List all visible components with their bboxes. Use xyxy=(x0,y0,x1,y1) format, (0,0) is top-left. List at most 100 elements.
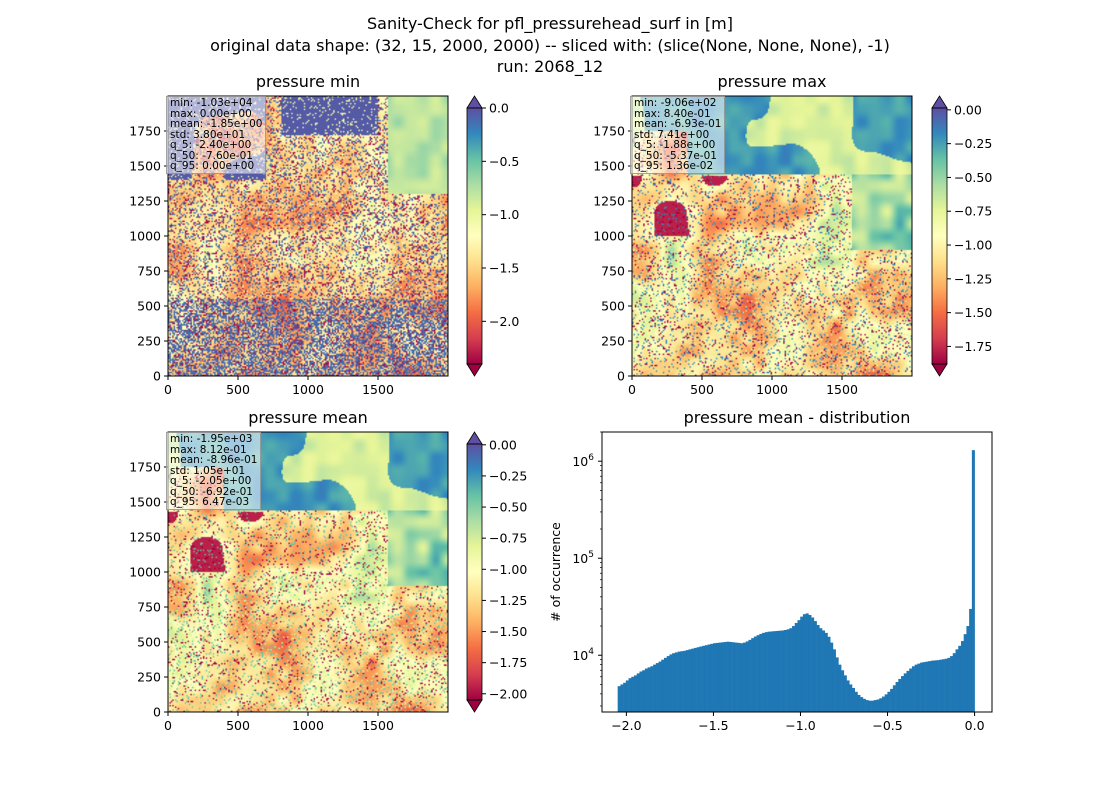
histogram-bar xyxy=(941,659,945,712)
histogram-bar xyxy=(960,641,964,712)
y-axis-label: # of occurrence xyxy=(548,522,563,622)
histogram-bar xyxy=(748,639,752,712)
stats-box-min: min: -1.03e+04 max: 0.00e+00 mean: -1.85… xyxy=(166,96,267,174)
colorbar-frame xyxy=(466,443,483,701)
histogram-bar xyxy=(920,662,924,712)
histogram-bar xyxy=(628,678,632,712)
histogram-bar xyxy=(832,649,836,712)
stat-max: max: 0.00e+00 xyxy=(170,107,252,120)
colorbar-extend-min xyxy=(466,363,483,377)
histogram-bar xyxy=(623,682,627,712)
histogram-bar xyxy=(824,632,828,712)
stat-q5: q_5: -1.88e+00 xyxy=(634,139,716,151)
histogram-bar xyxy=(704,645,708,712)
colorbar xyxy=(467,444,482,700)
histogram-bar xyxy=(723,641,727,712)
x-tick-label: 1000 xyxy=(292,718,324,733)
histogram-bar xyxy=(873,700,877,712)
histogram-bar xyxy=(854,691,858,712)
y-tick-label: 750 xyxy=(137,600,161,615)
colorbar-tick-label: −1.5 xyxy=(489,261,519,276)
histogram-bar xyxy=(631,676,635,712)
histogram-bar xyxy=(871,700,875,712)
x-tick-label: −1.5 xyxy=(698,718,728,733)
colorbar-tick-label: −0.50 xyxy=(489,500,527,515)
histogram-bar xyxy=(969,608,973,712)
histogram-bar xyxy=(672,653,676,712)
histogram-bar xyxy=(740,643,744,712)
histogram-bar xyxy=(971,450,975,712)
histogram-bar xyxy=(745,641,749,712)
histogram-bar xyxy=(751,638,755,712)
panel-title-distribution: pressure mean - distribution xyxy=(683,408,911,427)
stat-std: std: 1.05e+01 xyxy=(170,464,246,477)
y-tick-label: 750 xyxy=(137,264,161,279)
histogram-bar xyxy=(811,617,815,712)
histogram-bar xyxy=(911,666,915,712)
stat-std: std: 3.80e+01 xyxy=(170,128,246,141)
histogram-bar xyxy=(865,700,869,712)
x-tick-label: 0.0 xyxy=(965,718,985,733)
x-tick-label: −0.5 xyxy=(872,718,902,733)
colorbar-tick-label: −1.50 xyxy=(489,624,527,639)
histogram-bar xyxy=(789,628,793,712)
stat-std: std: 7.41e+00 xyxy=(634,128,710,141)
histogram-bar xyxy=(903,673,907,712)
histogram-bar xyxy=(851,687,856,712)
histogram-bar xyxy=(688,649,692,712)
y-tick-label: 1750 xyxy=(129,124,161,139)
x-tick-label: −1.0 xyxy=(785,718,815,733)
histogram-bar xyxy=(922,662,926,712)
y-tick-label: 250 xyxy=(137,334,161,349)
histogram-bar xyxy=(966,626,970,712)
histogram-bar xyxy=(696,647,700,712)
y-tick-label: 1000 xyxy=(129,565,161,580)
stat-q95: q_95: 0.00e+00 xyxy=(170,160,255,172)
colorbar-tick-label: −1.00 xyxy=(954,238,992,253)
histogram-bar xyxy=(663,657,668,712)
colorbar-tick-label: −0.5 xyxy=(489,154,519,169)
stat-q5: q_5: -2.40e+00 xyxy=(170,139,252,151)
colorbar-tick-label: −0.50 xyxy=(954,170,992,185)
x-tick-label: 1500 xyxy=(362,382,394,397)
y-tick-label: 500 xyxy=(137,299,161,314)
histogram-bar xyxy=(917,663,921,712)
stat-q50: q_50: -7.60e-01 xyxy=(170,149,253,162)
histogram-bar xyxy=(710,643,714,712)
histogram-bar xyxy=(680,651,684,712)
histogram-bar xyxy=(677,651,681,712)
stat-q50: q_50: -6.92e-01 xyxy=(170,485,253,498)
histogram-bar xyxy=(898,678,902,712)
colorbar-frame xyxy=(466,107,483,365)
histogram-bar xyxy=(952,653,956,712)
histogram-bar xyxy=(762,632,766,712)
x-tick-label: 0 xyxy=(164,718,172,733)
stat-max: max: 8.40e-01 xyxy=(634,107,711,120)
histogram-bar xyxy=(699,646,703,712)
colorbar-tick-label: −1.00 xyxy=(489,562,527,577)
colorbar-tick-label: 0.0 xyxy=(489,101,509,116)
stat-q5: q_5: -2.05e+00 xyxy=(170,475,252,487)
histogram-bar xyxy=(881,696,885,712)
histogram-bar xyxy=(658,661,662,712)
x-tick-label: 0 xyxy=(164,382,172,397)
colorbar-tick-label: −1.0 xyxy=(489,207,519,222)
colorbar-tick-label: 0.00 xyxy=(489,437,517,452)
histogram-bar xyxy=(737,642,741,712)
y-tick-label: 1750 xyxy=(129,460,161,475)
histogram-bar xyxy=(770,631,774,712)
histogram-bar xyxy=(743,642,747,712)
histogram-bar xyxy=(876,699,880,712)
x-tick-label: −2.0 xyxy=(611,718,641,733)
histogram-bar xyxy=(914,664,918,712)
stat-mean: mean: -1.85e+00 xyxy=(170,118,263,130)
histogram-bar xyxy=(906,670,910,712)
histogram-bar xyxy=(879,698,883,712)
histogram-bar xyxy=(928,661,932,712)
histogram-bar xyxy=(647,667,651,712)
y-tick-label: 250 xyxy=(601,334,625,349)
y-tick-label: 1500 xyxy=(129,495,161,510)
histogram-bar xyxy=(685,650,689,712)
histogram-bar xyxy=(846,680,850,712)
stat-q95: q_95: 6.47e-03 xyxy=(170,496,250,508)
